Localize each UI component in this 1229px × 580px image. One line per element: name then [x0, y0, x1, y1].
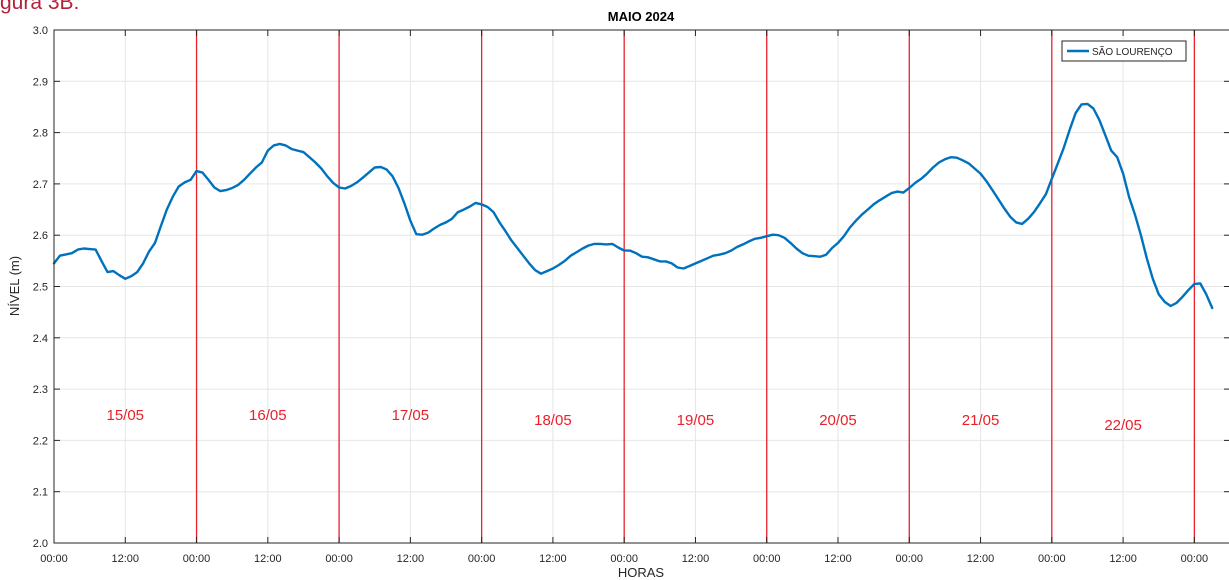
series-layer	[52, 102, 1214, 310]
figure-caption: gura 3B:	[0, 0, 80, 14]
x-tick-label: 00:00	[896, 553, 924, 565]
y-tick-label: 2.8	[33, 128, 48, 140]
x-tick-label: 12:00	[397, 553, 425, 565]
x-tick-label: 12:00	[967, 553, 995, 565]
x-tick-label: 00:00	[753, 553, 781, 565]
x-tick-label: 12:00	[112, 553, 140, 565]
x-tick-label: 12:00	[254, 553, 282, 565]
y-tick-label: 2.1	[33, 487, 48, 499]
x-tick-label: 00:00	[183, 553, 211, 565]
day-label: 16/05	[249, 407, 287, 424]
x-tick-label: 00:00	[1181, 553, 1209, 565]
legend: SÃO LOURENÇO	[1061, 40, 1187, 62]
x-tick-label: 12:00	[824, 553, 852, 565]
x-tick-label: 00:00	[325, 553, 353, 565]
series-line	[52, 102, 1214, 310]
y-tick-label: 2.9	[33, 76, 48, 88]
y-axis-label: NÍVEL (m)	[7, 256, 22, 316]
day-label: 17/05	[392, 407, 430, 424]
y-tick-label: 2.0	[33, 538, 48, 550]
legend-label: SÃO LOURENÇO	[1092, 45, 1173, 58]
day-label: 19/05	[677, 412, 715, 429]
y-tick-label: 2.2	[33, 435, 48, 447]
axis-ticks	[53, 29, 1229, 544]
y-tick-label: 2.5	[33, 282, 48, 294]
x-tick-label: 00:00	[610, 553, 638, 565]
day-label: 20/05	[819, 412, 857, 429]
day-labels: 15/05 16/05 17/05 18/05 19/05 20/05 21/05 22/05	[106, 407, 1141, 434]
x-tick-label: 00:00	[468, 553, 496, 565]
y-tick-label: 2.3	[33, 384, 48, 396]
day-label: 22/05	[1104, 417, 1142, 434]
day-separators	[195, 30, 1196, 543]
x-tick-label: 12:00	[682, 553, 710, 565]
day-label: 18/05	[534, 412, 572, 429]
x-tick-label: 00:00	[40, 553, 68, 565]
y-tick-label: 2.7	[33, 179, 48, 191]
x-tick-label: 12:00	[1109, 553, 1137, 565]
day-label: 15/05	[106, 407, 144, 424]
x-axis-tick-labels: 00:00 12:00 00:00 12:00 00:00 12:00 00:00 12:00…	[40, 553, 1208, 565]
x-tick-label: 00:00	[1038, 553, 1066, 565]
legend-box	[1061, 40, 1187, 62]
y-tick-label: 3.0	[33, 25, 48, 37]
grid-lines	[54, 30, 1229, 543]
x-tick-label: 12:00	[539, 553, 567, 565]
y-tick-label: 2.4	[33, 333, 48, 345]
x-axis-label: HORAS	[618, 565, 665, 580]
day-label: 21/05	[962, 412, 1000, 429]
y-tick-label: 2.6	[33, 230, 48, 242]
chart-title: MAIO 2024	[608, 9, 675, 24]
y-axis-tick-labels: 2.0 2.1 2.2 2.3 2.4 2.5 2.6 2.7 2.8 2.9 3.0	[33, 25, 48, 550]
